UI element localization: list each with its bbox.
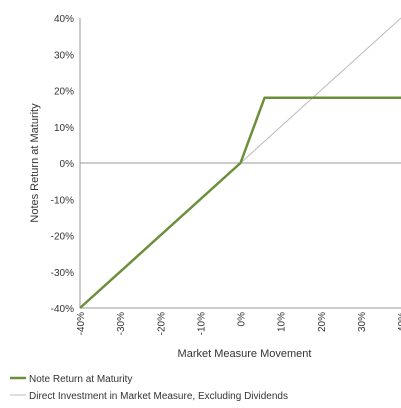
x-tick-label: 10%	[277, 312, 288, 332]
x-tick-label: 20%	[317, 312, 328, 332]
x-tick-label: -10%	[196, 312, 207, 335]
y-tick-label: -10%	[51, 195, 74, 206]
legend-label-direct-investment: Direct Investment in Market Measure, Exc…	[29, 391, 288, 402]
y-tick-label: 10%	[54, 123, 74, 134]
x-axis-title: Market Measure Movement	[178, 348, 312, 360]
legend: Note Return at Maturity Direct Investmen…	[10, 374, 288, 402]
x-tick-label: 30%	[357, 312, 368, 332]
series-line-direct-investment	[240, 17, 401, 164]
series-lines	[79, 17, 401, 309]
y-tick-label: -20%	[51, 232, 74, 243]
x-tick-label: -40%	[76, 312, 87, 335]
x-tick-label: -30%	[116, 312, 127, 335]
y-tick-label: 30%	[54, 50, 74, 61]
series-line-note-return	[79, 96, 401, 309]
y-tick-labels: 40% 30% 20% 10% 0% -10% -20% -30% -40%	[51, 14, 74, 315]
y-tick-label: 20%	[54, 87, 74, 98]
y-tick-label: -30%	[51, 268, 74, 279]
y-tick-label: -40%	[51, 304, 74, 315]
y-axis-title: Notes Return at Maturity	[29, 103, 41, 223]
y-tick-label: 0%	[60, 159, 75, 170]
x-tick-label: -20%	[156, 312, 167, 335]
x-tick-label: 40%	[397, 312, 401, 332]
legend-label-note-return: Note Return at Maturity	[29, 374, 132, 385]
x-tick-labels: -40% -30% -20% -10% 0% 10% 20% 30% 40%	[76, 312, 401, 335]
y-tick-label: 40%	[54, 14, 74, 25]
x-tick-label: 0%	[237, 312, 248, 327]
